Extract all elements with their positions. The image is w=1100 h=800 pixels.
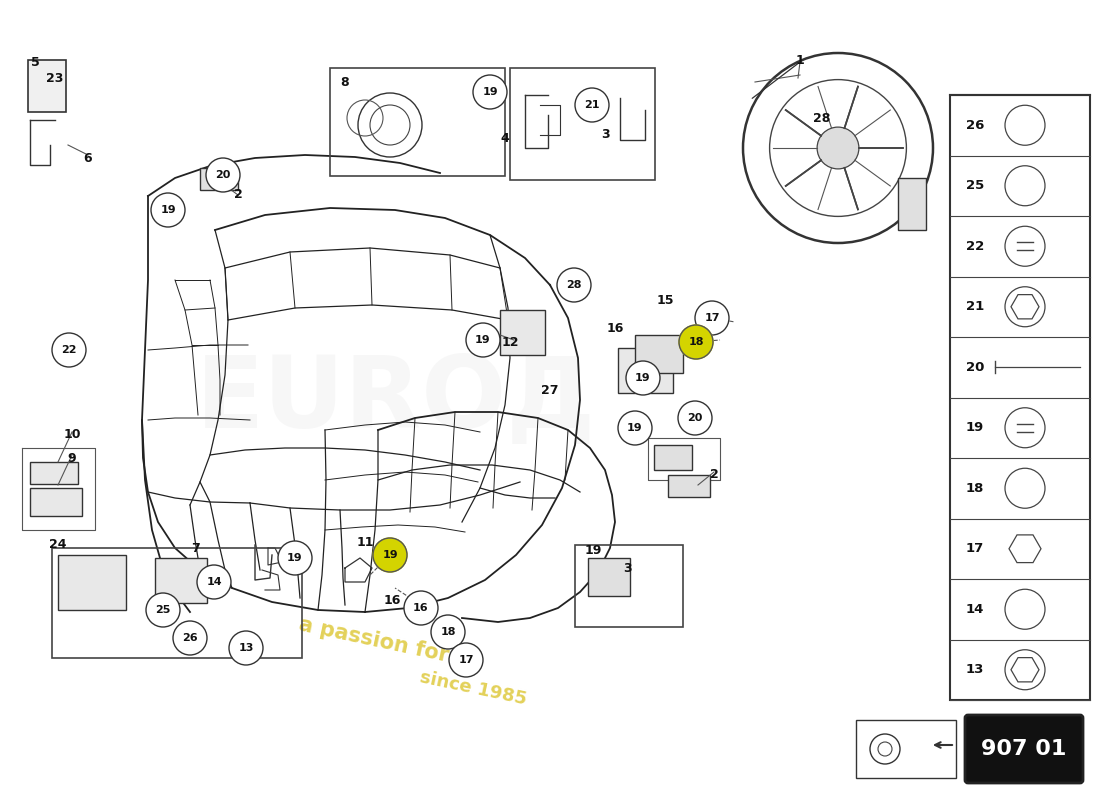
FancyBboxPatch shape — [668, 475, 710, 497]
Text: 18: 18 — [440, 627, 455, 637]
Circle shape — [626, 361, 660, 395]
FancyBboxPatch shape — [500, 310, 544, 355]
Text: EURОД: EURОД — [196, 351, 596, 449]
Text: 25: 25 — [966, 179, 984, 192]
Text: 17: 17 — [966, 542, 984, 555]
Circle shape — [206, 158, 240, 192]
Text: 18: 18 — [689, 337, 704, 347]
Text: 11: 11 — [356, 535, 374, 549]
Circle shape — [678, 401, 712, 435]
Text: 20: 20 — [688, 413, 703, 423]
Circle shape — [449, 643, 483, 677]
Text: 7: 7 — [191, 542, 200, 554]
Text: 19: 19 — [382, 550, 398, 560]
Text: 10: 10 — [64, 429, 80, 442]
Text: 26: 26 — [966, 118, 984, 132]
FancyBboxPatch shape — [30, 488, 82, 516]
FancyBboxPatch shape — [618, 348, 673, 393]
Text: 21: 21 — [966, 300, 984, 314]
FancyBboxPatch shape — [30, 462, 78, 484]
Text: 19: 19 — [635, 373, 651, 383]
Text: 17: 17 — [704, 313, 719, 323]
FancyBboxPatch shape — [898, 178, 926, 230]
Text: 18: 18 — [966, 482, 984, 494]
Text: 24: 24 — [50, 538, 67, 551]
FancyBboxPatch shape — [635, 335, 683, 373]
Circle shape — [679, 325, 713, 359]
Circle shape — [146, 593, 180, 627]
Text: 9: 9 — [68, 451, 76, 465]
Text: 12: 12 — [502, 335, 519, 349]
Text: 20: 20 — [216, 170, 231, 180]
Text: 13: 13 — [239, 643, 254, 653]
FancyBboxPatch shape — [28, 60, 66, 112]
Text: 5: 5 — [31, 55, 40, 69]
Text: 16: 16 — [414, 603, 429, 613]
Text: 26: 26 — [183, 633, 198, 643]
Text: 1: 1 — [795, 54, 804, 66]
Text: 13: 13 — [966, 663, 984, 676]
Text: 3: 3 — [623, 562, 631, 574]
Circle shape — [151, 193, 185, 227]
Text: 21: 21 — [584, 100, 600, 110]
Text: 8: 8 — [341, 75, 350, 89]
Circle shape — [473, 75, 507, 109]
FancyBboxPatch shape — [654, 445, 692, 470]
Text: 20: 20 — [966, 361, 984, 374]
Circle shape — [618, 411, 652, 445]
Circle shape — [173, 621, 207, 655]
Text: 15: 15 — [657, 294, 673, 306]
FancyBboxPatch shape — [200, 168, 238, 190]
Circle shape — [197, 565, 231, 599]
Text: 19: 19 — [966, 422, 984, 434]
FancyBboxPatch shape — [965, 715, 1084, 783]
Text: 22: 22 — [966, 240, 984, 253]
Text: 22: 22 — [62, 345, 77, 355]
Text: 19: 19 — [287, 553, 303, 563]
Text: 2: 2 — [233, 189, 242, 202]
Text: 19: 19 — [482, 87, 498, 97]
Text: 27: 27 — [541, 383, 559, 397]
Text: 19: 19 — [627, 423, 642, 433]
FancyBboxPatch shape — [155, 558, 207, 603]
Circle shape — [817, 127, 859, 169]
Text: 25: 25 — [155, 605, 170, 615]
Text: a passion for: a passion for — [297, 614, 451, 666]
FancyBboxPatch shape — [588, 558, 630, 596]
Text: 16: 16 — [606, 322, 624, 334]
Circle shape — [52, 333, 86, 367]
Text: 907 01: 907 01 — [981, 739, 1067, 759]
FancyBboxPatch shape — [856, 720, 956, 778]
Circle shape — [373, 538, 407, 572]
Text: 3: 3 — [602, 129, 610, 142]
Text: 19: 19 — [475, 335, 491, 345]
Text: 6: 6 — [84, 151, 92, 165]
Text: since 1985: since 1985 — [418, 668, 528, 708]
Text: 14: 14 — [206, 577, 222, 587]
Circle shape — [557, 268, 591, 302]
Text: 28: 28 — [566, 280, 582, 290]
FancyBboxPatch shape — [58, 555, 126, 610]
Circle shape — [431, 615, 465, 649]
Circle shape — [695, 301, 729, 335]
Circle shape — [229, 631, 263, 665]
Circle shape — [466, 323, 500, 357]
Circle shape — [404, 591, 438, 625]
Text: 19: 19 — [584, 543, 602, 557]
Text: 28: 28 — [813, 111, 830, 125]
FancyBboxPatch shape — [950, 95, 1090, 700]
Circle shape — [742, 53, 933, 243]
Circle shape — [278, 541, 312, 575]
Text: 23: 23 — [46, 71, 64, 85]
Circle shape — [575, 88, 609, 122]
Text: 2: 2 — [710, 469, 718, 482]
Text: 16: 16 — [383, 594, 400, 606]
Text: 17: 17 — [459, 655, 474, 665]
Text: 14: 14 — [966, 602, 984, 616]
Text: 19: 19 — [161, 205, 176, 215]
Text: 4: 4 — [500, 131, 509, 145]
